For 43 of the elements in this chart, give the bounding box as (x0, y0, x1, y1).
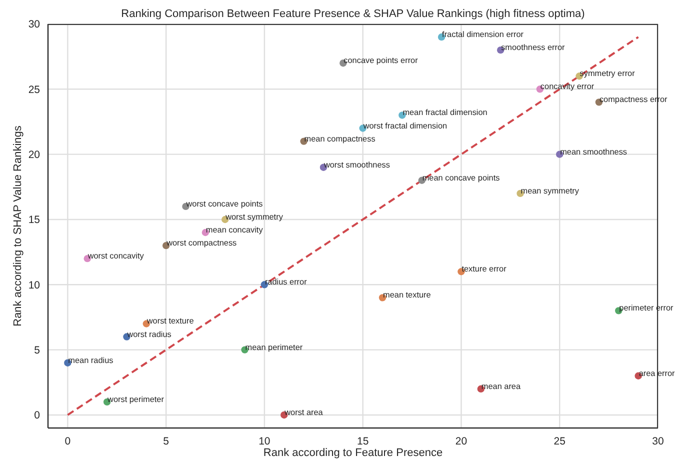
annotation: mean symmetry (520, 186, 580, 196)
x-tick-label: 30 (652, 435, 664, 448)
y-tick-label: 20 (28, 149, 40, 162)
annotation: worst compactness (166, 238, 237, 248)
y-tick-label: 25 (28, 84, 40, 96)
annotation: worst perimeter (106, 394, 164, 404)
annotation: mean perimeter (245, 342, 303, 352)
x-tick-label: 15 (356, 435, 369, 448)
annotation: worst fractal dimension (362, 121, 448, 130)
annotation: worst smoothness (322, 160, 390, 170)
annotation: mean radius (68, 356, 114, 365)
annotation: worst concavity (86, 252, 145, 261)
annotation: area error (638, 368, 676, 378)
annotation: fractal dimension error (442, 30, 524, 40)
annotation: mean texture (383, 290, 432, 300)
chart-title: Ranking Comparison Between Feature Presence & SHAP Value Rankings (high fitness optima) (120, 7, 586, 21)
annotation: mean concavity (206, 226, 264, 235)
annotation: worst symmetry (224, 212, 284, 222)
annotation: worst concave points (185, 199, 263, 208)
annotation: mean concave points (422, 173, 500, 182)
x-tick-label: 0 (64, 435, 71, 448)
y-tick-label: 15 (28, 214, 40, 226)
annotation: mean smoothness (560, 147, 628, 156)
y-tick-label: 5 (34, 344, 40, 357)
y-tick-label: 0 (34, 410, 40, 422)
annotation: smoothness error (501, 43, 566, 52)
x-tick-label: 5 (163, 435, 170, 448)
x-axis-title: Rank according to Feature Presence (263, 447, 443, 459)
annotation: concavity error (540, 82, 594, 92)
annotation: mean fractal dimension (402, 108, 488, 118)
x-tick-label: 20 (455, 435, 468, 448)
annotation: mean compactness (304, 134, 376, 144)
y-tick-label: 30 (28, 18, 40, 31)
annotation: worst area (284, 408, 324, 417)
annotation: worst radius (126, 330, 172, 339)
x-tick-label: 10 (258, 435, 270, 448)
y-axis-title: Rank according to SHAP Value Rankings (12, 125, 24, 326)
y-tick-label: 10 (28, 279, 40, 292)
x-tick-label: 25 (554, 435, 566, 448)
annotation: concave points error (344, 56, 418, 66)
annotation: mean area (481, 382, 521, 391)
annotation: texture error (462, 264, 507, 274)
annotation: worst texture (146, 316, 194, 326)
